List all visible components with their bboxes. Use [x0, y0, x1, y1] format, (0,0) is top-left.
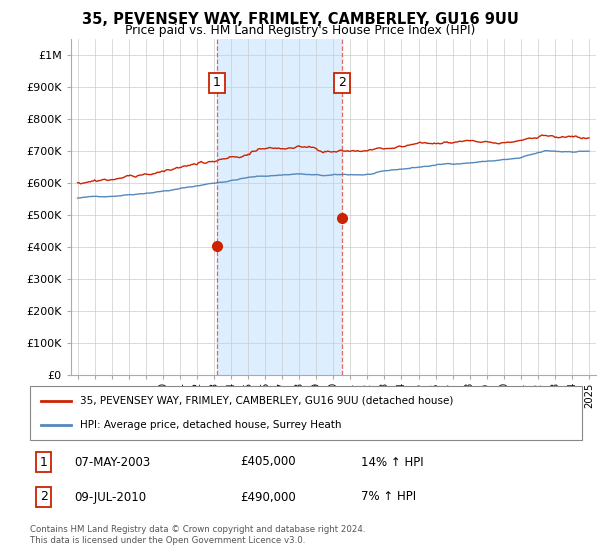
Text: 1: 1 — [40, 455, 48, 469]
Text: 7% ↑ HPI: 7% ↑ HPI — [361, 491, 416, 503]
Text: Contains HM Land Registry data © Crown copyright and database right 2024.
This d: Contains HM Land Registry data © Crown c… — [30, 525, 365, 545]
FancyBboxPatch shape — [30, 386, 582, 440]
Text: 35, PEVENSEY WAY, FRIMLEY, CAMBERLEY, GU16 9UU (detached house): 35, PEVENSEY WAY, FRIMLEY, CAMBERLEY, GU… — [80, 396, 453, 406]
Text: 07-MAY-2003: 07-MAY-2003 — [74, 455, 151, 469]
Text: 09-JUL-2010: 09-JUL-2010 — [74, 491, 146, 503]
Text: 35, PEVENSEY WAY, FRIMLEY, CAMBERLEY, GU16 9UU: 35, PEVENSEY WAY, FRIMLEY, CAMBERLEY, GU… — [82, 12, 518, 27]
Text: 1: 1 — [213, 76, 221, 90]
Text: HPI: Average price, detached house, Surrey Heath: HPI: Average price, detached house, Surr… — [80, 420, 341, 430]
Text: Price paid vs. HM Land Registry's House Price Index (HPI): Price paid vs. HM Land Registry's House … — [125, 24, 475, 37]
Text: 2: 2 — [40, 491, 48, 503]
Text: 14% ↑ HPI: 14% ↑ HPI — [361, 455, 424, 469]
Text: 2: 2 — [338, 76, 346, 90]
Text: £490,000: £490,000 — [240, 491, 296, 503]
Text: £405,000: £405,000 — [240, 455, 295, 469]
Bar — [217, 39, 342, 375]
